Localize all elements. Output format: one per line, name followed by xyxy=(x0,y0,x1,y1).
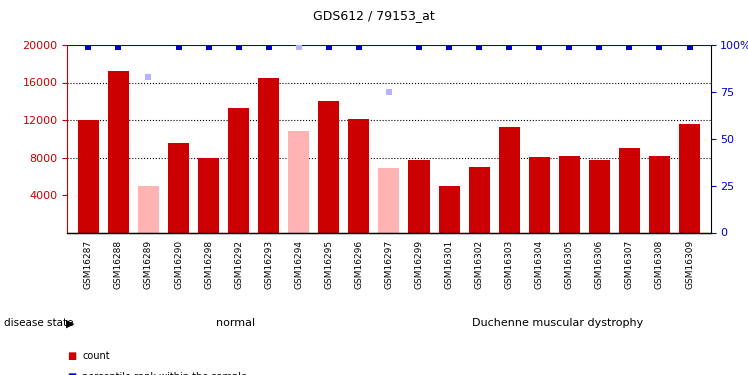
Bar xyxy=(378,168,399,232)
Point xyxy=(233,44,245,50)
Point xyxy=(533,44,545,50)
Bar xyxy=(589,160,610,232)
Bar xyxy=(258,78,279,232)
Point xyxy=(623,44,635,50)
Point xyxy=(383,89,395,95)
Bar xyxy=(198,158,219,232)
Bar xyxy=(679,124,700,232)
Point xyxy=(203,44,215,50)
Point xyxy=(563,44,575,50)
Point xyxy=(173,44,185,50)
Point xyxy=(654,44,666,50)
Point xyxy=(684,44,696,50)
Text: normal: normal xyxy=(216,318,255,328)
Point xyxy=(473,44,485,50)
Bar xyxy=(649,156,670,232)
Text: ▶: ▶ xyxy=(66,318,74,328)
Point xyxy=(82,44,94,50)
Bar xyxy=(108,71,129,232)
Bar xyxy=(499,127,520,232)
Bar xyxy=(319,101,340,232)
Bar xyxy=(438,186,459,232)
Text: percentile rank within the sample: percentile rank within the sample xyxy=(82,372,248,375)
Point xyxy=(263,44,275,50)
Bar xyxy=(78,120,99,232)
Point xyxy=(443,44,455,50)
Point xyxy=(503,44,515,50)
Bar xyxy=(468,167,490,232)
Text: Duchenne muscular dystrophy: Duchenne muscular dystrophy xyxy=(472,318,643,328)
Text: ■: ■ xyxy=(67,372,76,375)
Bar xyxy=(349,119,370,232)
Point xyxy=(353,44,365,50)
Point xyxy=(413,44,425,50)
Text: count: count xyxy=(82,351,110,361)
Bar xyxy=(288,131,310,232)
Point xyxy=(593,44,605,50)
Point xyxy=(112,44,124,50)
Bar xyxy=(408,160,429,232)
Point xyxy=(292,44,304,50)
Bar xyxy=(228,108,249,232)
Bar xyxy=(559,156,580,232)
Bar xyxy=(138,186,159,232)
Bar xyxy=(168,142,189,232)
Bar xyxy=(619,148,640,232)
Text: ■: ■ xyxy=(67,351,76,361)
Point xyxy=(143,74,155,80)
Bar xyxy=(529,157,550,232)
Text: GDS612 / 79153_at: GDS612 / 79153_at xyxy=(313,9,435,22)
Point xyxy=(323,44,335,50)
Text: disease state: disease state xyxy=(4,318,73,328)
